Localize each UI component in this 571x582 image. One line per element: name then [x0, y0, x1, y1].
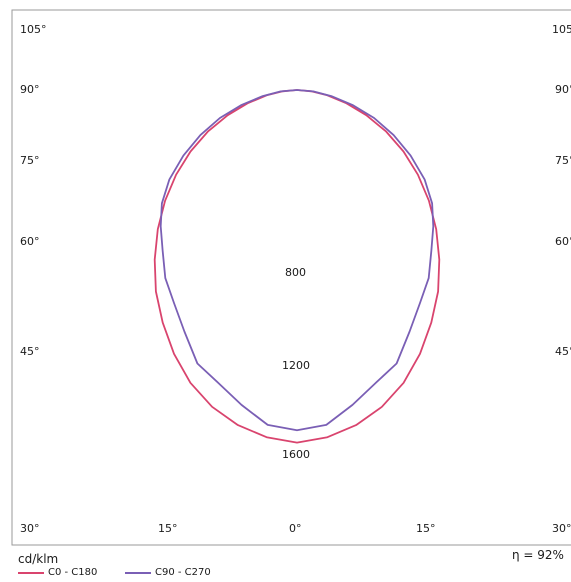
bottom-label-0: 0° [289, 522, 302, 535]
legend-swatch-c0-c180 [18, 571, 44, 574]
bottom-label-15-right: 15° [416, 522, 436, 535]
series-curve-c90-c270 [159, 89, 435, 432]
bottom-label-15-left: 15° [158, 522, 178, 535]
radial-label-1200: 1200 [282, 359, 310, 372]
bottom-label-30-right: 30° [552, 522, 571, 535]
legend-label-c90-c270: C90 - C270 [155, 567, 211, 578]
legend-item-c90-c270: C90 - C270 [125, 567, 211, 578]
angle-label-left-90: 90° [20, 83, 40, 96]
angle-label-right-90: 90° [555, 83, 571, 96]
unit-label: cd/klm [18, 552, 59, 566]
series-curve-c0-c180 [153, 89, 441, 444]
plot-frame [11, 9, 571, 546]
angle-label-right-60: 60° [555, 235, 571, 248]
bottom-label-30-left: 30° [20, 522, 40, 535]
angle-label-right-45: 45° [555, 345, 571, 358]
angle-label-left-75: 75° [20, 154, 40, 167]
angle-label-left-105: 105° [20, 23, 47, 36]
angle-label-left-60: 60° [20, 235, 40, 248]
radial-label-1600: 1600 [282, 448, 310, 461]
efficiency-label: η = 92% [512, 548, 564, 562]
series-curves [153, 89, 441, 444]
angle-label-right-75: 75° [555, 154, 571, 167]
legend-label-c0-c180: C0 - C180 [48, 567, 98, 578]
legend-item-c0-c180: C0 - C180 [18, 567, 97, 578]
radial-label-800: 800 [285, 266, 306, 279]
angle-label-right-105: 105° [552, 23, 571, 36]
legend-swatch-c90-c270 [125, 571, 151, 574]
angle-label-left-45: 45° [20, 345, 40, 358]
